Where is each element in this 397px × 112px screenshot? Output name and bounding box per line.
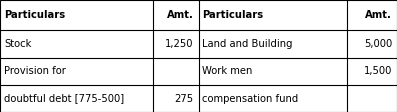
Text: Particulars: Particulars xyxy=(4,10,65,20)
Text: 1,250: 1,250 xyxy=(165,39,194,49)
Text: Amt.: Amt. xyxy=(167,10,194,20)
Text: Work men: Work men xyxy=(202,66,253,76)
Text: Land and Building: Land and Building xyxy=(202,39,293,49)
Text: Provision for: Provision for xyxy=(4,66,66,76)
Text: 1,500: 1,500 xyxy=(364,66,392,76)
Text: compensation fund: compensation fund xyxy=(202,94,299,104)
Text: Particulars: Particulars xyxy=(202,10,264,20)
Text: Amt.: Amt. xyxy=(365,10,392,20)
Text: doubtful debt [775-500]: doubtful debt [775-500] xyxy=(4,94,124,104)
Text: 5,000: 5,000 xyxy=(364,39,392,49)
Text: 275: 275 xyxy=(175,94,194,104)
Text: Stock: Stock xyxy=(4,39,31,49)
